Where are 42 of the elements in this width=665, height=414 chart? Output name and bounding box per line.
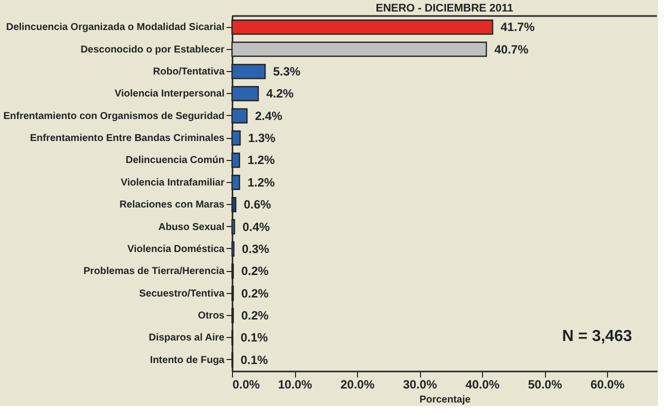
data-label: 0.2% [241,286,269,300]
y-tick-label: Relaciones con Maras [119,200,225,211]
y-tick-label: Disparos al Aire [148,332,225,344]
data-label: 0.1% [240,352,268,367]
x-tick-label: 10.0% [278,378,312,392]
data-label: 5.3% [273,64,301,78]
data-label: 1.2% [248,175,276,190]
data-label: 1.3% [248,131,276,146]
y-tick-label: Violencia Intrafamiliar [120,177,225,188]
y-tick-label: Otros [198,310,225,322]
y-tick-label: Abuso Sexual [158,222,225,233]
x-tick-label: 20.0% [340,378,375,392]
y-tick-label: Problemas de Tierra/Herencia [84,266,225,278]
data-label: 0.4% [242,220,270,234]
chart-title: ENERO - DICIEMBRE 2011 [376,2,514,14]
x-tick-label: 60.0% [590,378,625,392]
y-tick-label: Delincuencia Común [126,155,224,166]
x-tick-label: 50.0% [528,378,562,392]
y-tick-label: Desconocido o por Establecer [80,44,225,56]
data-label: 0.2% [241,264,269,278]
y-tick-label: Delincuencia Organizada o Modalidad Sicarial [6,22,225,34]
x-tick-label: 30.0% [402,378,438,392]
y-tick-label: Violencia Interpersonal [114,88,225,100]
data-label: 0.3% [242,242,270,256]
x-tick-label: 0.0% [232,378,260,392]
data-label: 2.4% [255,108,283,123]
y-tick-label: Violencia Doméstica [127,244,225,255]
y-tick-label: Enfrentamiento con Organismos de Seguridad [3,110,224,122]
y-tick-label: Secuestro/Tentiva [139,288,225,300]
data-label: 40.7% [494,42,529,56]
x-tick-label: 40.0% [465,378,500,392]
data-label: 1.2% [248,153,276,168]
data-label: 4.2% [266,86,294,101]
x-axis-title: Porcentaje [419,394,471,406]
data-label: 41.7% [500,20,535,34]
data-label: 0.6% [244,198,272,212]
data-label: 0.2% [241,308,269,323]
y-tick-label: Intento de Fuga [150,354,225,366]
annotation: N = 3,463 [562,328,632,345]
y-tick-label: Enfrentamiento Entre Bandas Criminales [30,133,225,144]
data-label: 0.1% [240,330,268,345]
y-tick-label: Robo/Tentativa [153,66,225,78]
